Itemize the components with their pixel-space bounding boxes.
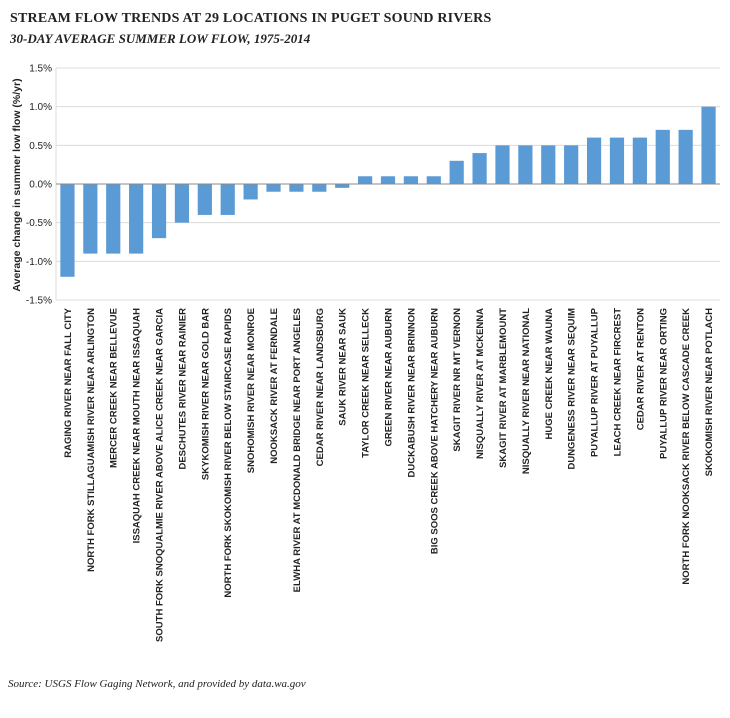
bar bbox=[541, 145, 556, 184]
x-tick-label: HUGE CREEK NEAR WAUNA bbox=[544, 308, 555, 440]
axes bbox=[55, 68, 720, 300]
x-tick-label: NISQUALLY RIVER NEAR NATIONAL bbox=[521, 308, 532, 474]
gridlines bbox=[56, 67, 720, 301]
bar bbox=[335, 184, 350, 188]
bar bbox=[495, 145, 510, 184]
bar bbox=[220, 184, 235, 215]
bars bbox=[60, 106, 716, 277]
bar bbox=[609, 137, 625, 184]
x-tick-label: PUYALLUP RIVER NEAR ORTING bbox=[658, 308, 669, 459]
y-axis-label: Average change in summer low flow (%/yr) bbox=[11, 78, 23, 291]
x-tick-label: SAUK RIVER NEAR SAUK bbox=[338, 308, 349, 426]
y-tick-label: 1.0% bbox=[29, 102, 52, 113]
y-tick-label: -0.5% bbox=[26, 218, 52, 229]
x-tick-label: SOUTH FORK SNOQUALMIE RIVER ABOVE ALICE … bbox=[155, 308, 166, 642]
bar bbox=[586, 137, 602, 184]
bar bbox=[60, 184, 75, 277]
y-tick-label: -1.5% bbox=[26, 296, 52, 307]
bar bbox=[701, 106, 716, 184]
bar bbox=[632, 137, 647, 184]
y-tick-label: 0.0% bbox=[29, 180, 52, 191]
y-tick-label: 1.5% bbox=[29, 64, 52, 75]
bar bbox=[151, 184, 167, 239]
bar bbox=[266, 184, 281, 192]
x-tick-label: CEDAR RIVER AT RENTON bbox=[635, 308, 646, 430]
bar bbox=[380, 176, 396, 184]
x-tick-label: ELWHA RIVER AT MCDONALD BRIDGE NEAR PORT… bbox=[292, 308, 303, 592]
x-tick-label: NISQUALLY RIVER AT MCKENNA bbox=[475, 308, 486, 459]
bar bbox=[312, 184, 327, 192]
bar bbox=[655, 129, 670, 184]
bar bbox=[426, 176, 441, 184]
bar bbox=[106, 184, 121, 254]
bar bbox=[243, 184, 258, 200]
x-tick-label: NORTH FORK NOOKSACK RIVER BELOW CASCADE … bbox=[681, 308, 692, 585]
x-tick-label: NORTH FORK STILLAGUAMISH RIVER NEAR ARLI… bbox=[86, 308, 97, 572]
x-tick-label: SKYKOMISH RIVER NEAR GOLD BAR bbox=[200, 308, 211, 480]
bar bbox=[403, 176, 418, 184]
bar bbox=[358, 176, 373, 184]
bar bbox=[472, 153, 487, 184]
x-tick-label: SKAGIT RIVER AT MARBLEMOUNT bbox=[498, 308, 509, 468]
bar bbox=[289, 184, 304, 192]
x-tick-label: RAGING RIVER NEAR FALL CITY bbox=[63, 307, 74, 457]
x-tick-label: PUYALLUP RIVER AT PUYALLUP bbox=[590, 307, 601, 457]
bar bbox=[83, 184, 98, 254]
x-tick-label: SKOKOMISH RIVER NEAR POTLACH bbox=[704, 308, 715, 477]
x-tick-label: NOOKSACK RIVER AT FERNDALE bbox=[269, 308, 280, 464]
bar bbox=[197, 184, 212, 215]
x-tick-label: DESCHUTES RIVER NEAR RAINIER bbox=[177, 308, 188, 470]
x-tick-label: BIG SOOS CREEK ABOVE HATCHERY NEAR AUBUR… bbox=[429, 308, 440, 554]
x-tick-label: DUCKABUSH RIVER NEAR BRINNON bbox=[406, 308, 417, 478]
x-tick-label: GREEN RIVER NEAR AUBURN bbox=[384, 308, 395, 447]
chart-subtitle: 30-DAY AVERAGE SUMMER LOW FLOW, 1975-201… bbox=[10, 31, 311, 46]
bar bbox=[678, 129, 693, 184]
bar bbox=[564, 145, 579, 184]
source-note: Source: USGS Flow Gaging Network, and pr… bbox=[8, 678, 306, 690]
x-tick-label: CEDAR RIVER NEAR LANDSBURG bbox=[315, 308, 326, 466]
bar bbox=[518, 145, 533, 184]
x-tick-label: MERCER CREEK NEAR BELLEVUE bbox=[109, 308, 120, 468]
bar bbox=[449, 160, 464, 184]
x-tick-label: SKAGIT RIVER NR MT VERNON bbox=[452, 308, 463, 452]
y-tick-label: 0.5% bbox=[29, 141, 52, 152]
tick-labels: 1.5% 1.0% 0.5% 0.0% -0.5% -1.0% -1.5% RAGING RI… bbox=[26, 64, 715, 642]
chart-title: STREAM FLOW TRENDS AT 29 LOCATIONS IN PU… bbox=[10, 11, 492, 26]
y-tick-label: -1.0% bbox=[26, 257, 52, 268]
x-tick-label: ISSAQUAH CREEK NEAR MOUTH NEAR ISSAQUAH bbox=[132, 308, 143, 544]
bar bbox=[129, 184, 144, 254]
x-tick-label: NORTH FORK SKOKOMISH RIVER BELOW STAIRCA… bbox=[223, 308, 234, 598]
x-tick-label: LEACH CREEK NEAR FIRCREST bbox=[612, 308, 623, 457]
x-tick-label: TAYLOR CREEK NEAR SELLECK bbox=[361, 308, 372, 458]
x-tick-label: DUNGENESS RIVER NEAR SEQUIM bbox=[567, 308, 578, 470]
x-tick-label: SNOHOMISH RIVER NEAR MONROE bbox=[246, 308, 257, 473]
bar bbox=[174, 184, 190, 223]
